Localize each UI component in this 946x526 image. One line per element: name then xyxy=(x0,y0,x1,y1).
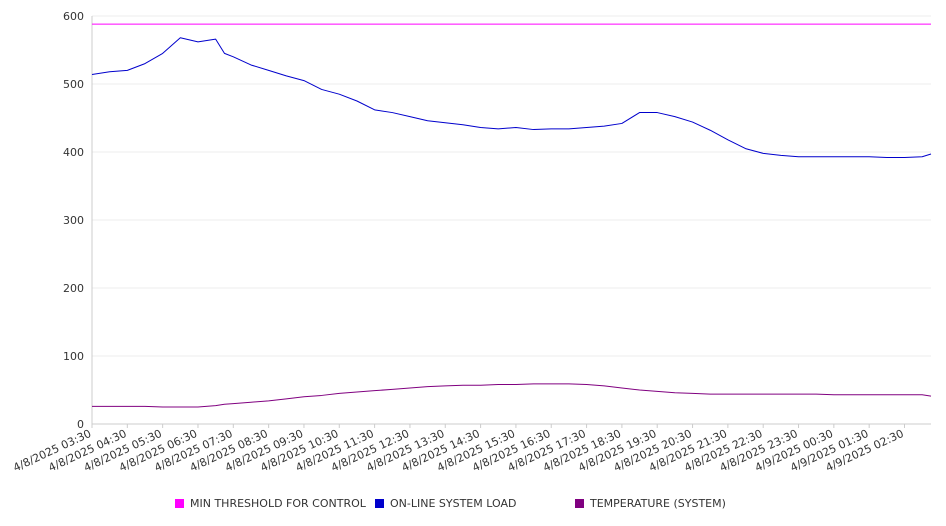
legend-swatch-system-load xyxy=(375,499,384,508)
legend-label-temperature: TEMPERATURE (SYSTEM) xyxy=(590,497,726,510)
legend-item-min-threshold[interactable]: MIN THRESHOLD FOR CONTROL xyxy=(175,497,366,510)
legend-item-system-load[interactable]: ON-LINE SYSTEM LOAD xyxy=(375,497,516,510)
y-tick-labels: 0 100 200 300 400 500 600 xyxy=(63,10,84,431)
y-tick-label: 400 xyxy=(63,146,84,159)
legend-label-system-load: ON-LINE SYSTEM LOAD xyxy=(390,497,517,510)
series-line-system-load xyxy=(91,37,932,158)
legend-swatch-temperature xyxy=(575,499,584,508)
legend: MIN THRESHOLD FOR CONTROL ON-LINE SYSTEM… xyxy=(0,497,946,515)
series-lines xyxy=(91,23,932,408)
legend-label-min-threshold: MIN THRESHOLD FOR CONTROL xyxy=(190,497,366,510)
gridlines xyxy=(92,15,931,357)
series-line-temperature xyxy=(92,383,932,408)
y-tick-label: 0 xyxy=(77,418,84,431)
y-tick-label: 600 xyxy=(63,10,84,23)
y-tick-label: 300 xyxy=(63,214,84,227)
y-tick-label: 500 xyxy=(63,78,84,91)
x-tick-labels: 4/8/2025 03:304/8/2025 04:304/8/2025 05:… xyxy=(11,424,906,474)
legend-swatch-min-threshold xyxy=(175,499,184,508)
y-tick-label: 200 xyxy=(63,282,84,295)
legend-item-temperature[interactable]: TEMPERATURE (SYSTEM) xyxy=(575,497,726,510)
y-tick-label: 100 xyxy=(63,350,84,363)
axes xyxy=(91,16,931,425)
line-chart: 0 100 200 300 400 500 600 4/8/2025 03:304/8/20… xyxy=(11,10,932,474)
